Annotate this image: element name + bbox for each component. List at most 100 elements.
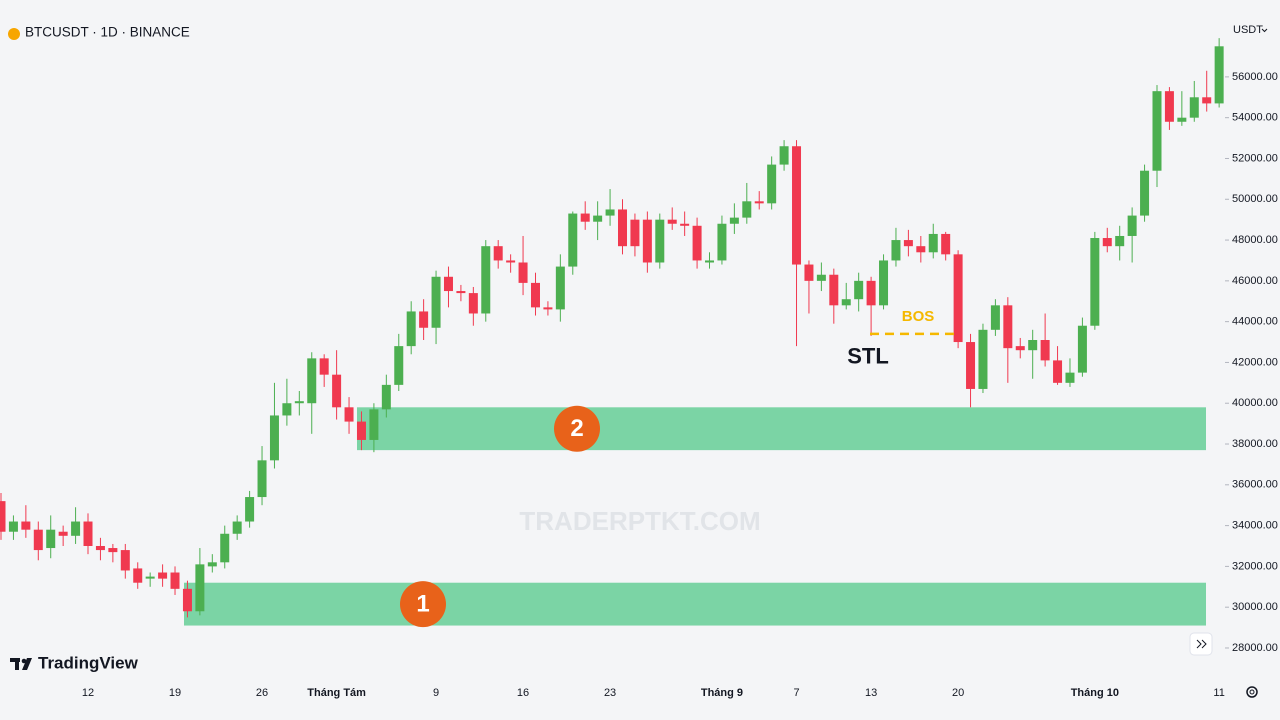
candle-body — [1164, 91, 1174, 122]
candle-body — [866, 280, 876, 306]
candle-body — [344, 407, 354, 422]
scroll-button[interactable] — [1189, 632, 1213, 656]
candle-body — [1015, 346, 1025, 351]
y-tick-label: 38000.00 — [1232, 438, 1278, 450]
candle-body — [394, 346, 404, 385]
candle-body — [966, 342, 976, 389]
candle-body — [406, 311, 416, 347]
candle-body — [1152, 91, 1162, 171]
candle-body — [468, 293, 478, 314]
candle-body — [332, 374, 342, 408]
y-tick-label: 48000.00 — [1232, 234, 1278, 246]
candle-body — [220, 533, 230, 563]
zone-badge — [400, 581, 446, 628]
candle-body — [1077, 325, 1087, 373]
candle-body — [46, 529, 56, 549]
y-tick-label: 50000.00 — [1232, 193, 1278, 205]
currency-chevron — [1261, 28, 1268, 33]
x-tick-label: Tháng Tám — [307, 687, 366, 699]
candle-body — [816, 274, 826, 281]
candle-body — [568, 213, 578, 267]
x-tick-label: 9 — [433, 687, 439, 699]
candle-body — [916, 246, 926, 253]
candle-body — [456, 291, 466, 294]
candle-body — [879, 260, 889, 306]
x-tick-label: 13 — [865, 687, 877, 699]
candle-body — [1065, 372, 1075, 383]
brand-logo — [10, 658, 32, 670]
y-tick-label: 56000.00 — [1232, 71, 1278, 83]
candle-body — [170, 572, 180, 589]
candle-body — [319, 358, 329, 375]
candle-body — [245, 497, 255, 522]
y-tick-label: 46000.00 — [1232, 275, 1278, 287]
annotation: STL — [847, 344, 889, 369]
candle-body — [95, 545, 105, 551]
x-tick-label: 12 — [82, 687, 94, 699]
candle-body — [990, 305, 1000, 330]
candle-body — [1177, 117, 1187, 122]
candle-body — [1040, 340, 1050, 361]
candle-body — [282, 403, 292, 416]
symbol-icon — [8, 28, 20, 40]
candle-body — [58, 531, 68, 536]
candle-body — [145, 576, 155, 579]
x-tick-label: 23 — [604, 687, 616, 699]
x-tick-label: 7 — [793, 687, 799, 699]
candle-body — [1189, 97, 1199, 118]
candle-body — [419, 311, 429, 328]
candle-body — [530, 282, 540, 308]
candle-body — [481, 246, 491, 314]
candle-body — [294, 401, 304, 404]
candle-body — [369, 409, 379, 440]
candle-body — [381, 384, 391, 410]
candle-body — [779, 146, 789, 165]
candle-body — [742, 201, 752, 218]
candle-body — [754, 201, 764, 204]
x-tick-label: 20 — [952, 687, 964, 699]
candle-body — [680, 223, 690, 226]
candle-body — [1140, 170, 1150, 216]
candle-body — [655, 219, 665, 263]
x-tick-label: 11 — [1213, 687, 1224, 699]
candle-body — [257, 460, 267, 498]
candle-body — [158, 572, 168, 579]
watermark: TRADERPTKT.COM — [519, 506, 760, 536]
candle-body — [1003, 305, 1013, 349]
candle-body — [593, 215, 603, 222]
candle-body — [1053, 360, 1063, 383]
candle-body — [1090, 238, 1100, 326]
candle-body — [207, 562, 217, 567]
candle-body — [1102, 238, 1112, 247]
candle-body — [133, 568, 143, 583]
candle-body — [83, 521, 93, 546]
brand-name: TradingView — [38, 653, 139, 672]
candle-body — [1202, 97, 1212, 104]
settings-icon[interactable] — [1246, 686, 1258, 698]
currency[interactable]: USDT — [1233, 24, 1263, 36]
candle-body — [108, 548, 118, 553]
candle-body — [891, 240, 901, 261]
candle-body — [978, 329, 988, 389]
candle-body — [431, 276, 441, 328]
candle-body — [829, 274, 839, 306]
candle-body — [543, 307, 553, 310]
candle-body — [493, 246, 503, 261]
y-tick-label: 32000.00 — [1232, 560, 1278, 572]
bos-label: BOS — [902, 308, 935, 325]
y-tick-label: 28000.00 — [1232, 642, 1278, 654]
candle-body — [1214, 46, 1224, 104]
candle-body — [1127, 215, 1137, 236]
symbol-title: BTCUSDT · 1D · BINANCE — [25, 25, 190, 40]
x-tick-label: Tháng 10 — [1071, 687, 1119, 699]
candle-body — [618, 209, 627, 247]
y-tick-label: 40000.00 — [1232, 397, 1278, 409]
candle-body — [729, 217, 739, 224]
candle-body — [307, 358, 317, 404]
candle-body — [555, 266, 565, 310]
candle-body — [71, 521, 81, 536]
candle-body — [630, 219, 640, 247]
candle-body — [1028, 340, 1038, 351]
candle-body — [854, 280, 864, 300]
